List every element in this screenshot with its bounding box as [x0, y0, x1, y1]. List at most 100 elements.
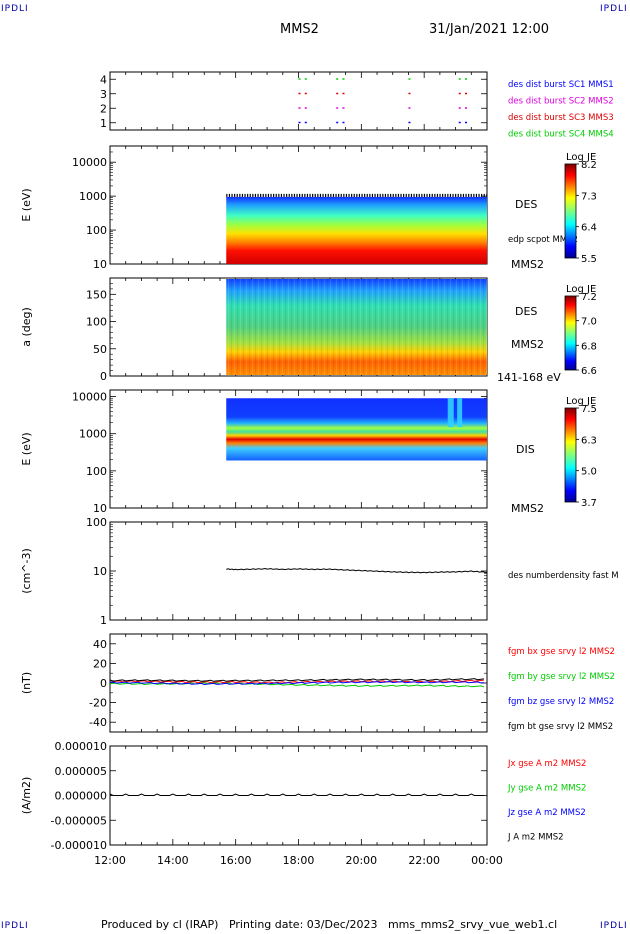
spectrogram-edge — [470, 193, 472, 197]
spectrogram-edge — [379, 193, 381, 197]
corner-label-top-left: IPDLI — [1, 4, 29, 14]
energy-band-label: 141-168 eV — [497, 371, 561, 384]
spectrogram-edge — [390, 193, 392, 197]
spectrogram-edge — [481, 193, 483, 197]
spectrogram-edge — [332, 193, 335, 197]
series-line-fgm — [109, 679, 484, 684]
legend-entry: des dist burst SC3 MMS3 — [508, 113, 614, 123]
spectrogram-edge — [392, 193, 394, 197]
burst-mark — [304, 92, 307, 95]
series-line-fgm — [109, 678, 484, 682]
y-tick-label: 0 — [100, 370, 107, 383]
y-tick-label: 1000 — [79, 428, 107, 441]
burst-mark — [298, 78, 301, 80]
burst-mark — [458, 107, 461, 109]
spectrogram-edge — [426, 193, 428, 197]
legend-entry: des dist burst SC4 MMS4 — [508, 130, 614, 140]
spectrogram-edge — [431, 193, 433, 197]
y-tick-label: 10000 — [72, 156, 107, 169]
burst-mark — [342, 78, 345, 80]
spectrogram-edge — [319, 193, 322, 197]
spectrogram-edge — [267, 193, 270, 197]
species-label: DIS — [516, 443, 535, 456]
corner-label-top-right: IPDLI — [600, 4, 628, 14]
spectrogram-edge — [483, 193, 485, 197]
legend-entry: fgm by gse srvy l2 MMS2 — [508, 672, 615, 682]
y-tick-label: -40 — [89, 716, 107, 729]
spectrogram-edge — [449, 193, 452, 197]
spectrogram-edge — [421, 193, 423, 197]
spectrogram-edge — [306, 193, 309, 197]
y-tick-label: 50 — [93, 343, 107, 356]
spacecraft-title: MMS2 — [280, 22, 319, 37]
burst-mark — [465, 107, 468, 109]
y-tick-label: 1 — [100, 117, 107, 130]
panel-burst: 4 32 1 des dist burst SC1 MMS1 des dist burs… — [100, 71, 614, 140]
spectrogram-feature — [457, 398, 463, 428]
spectrogram-edge — [338, 193, 340, 197]
spectrogram-edge — [418, 193, 420, 197]
spectrogram-edge — [351, 193, 353, 197]
spacecraft-label: MMS2 — [511, 502, 544, 515]
spectrogram-edge — [473, 193, 475, 197]
spectrogram-edge — [353, 193, 355, 197]
spectrogram-edge — [301, 193, 303, 197]
spectrogram — [226, 196, 487, 264]
colorbar-tick-label: 6.6 — [581, 366, 597, 377]
spectrogram-edge — [278, 193, 280, 197]
colorbar-tick-label: 8.2 — [581, 160, 597, 171]
panel-des_energy: 10000 1000 100 10 E (eV) DES edp scpot MMS2 MMS… — [20, 145, 597, 271]
spectrogram-edge — [457, 193, 459, 197]
panel-frame — [109, 71, 488, 131]
spectrogram-feature — [447, 398, 454, 428]
spectrogram-edge — [296, 193, 298, 197]
legend-entry: fgm bx gse srvy l2 MMS2 — [508, 647, 615, 657]
burst-mark — [298, 107, 301, 109]
y-tick-label: -0.000010 — [51, 839, 107, 852]
burst-mark — [298, 92, 301, 95]
spectrogram-edge — [312, 193, 314, 197]
burst-mark — [408, 107, 411, 109]
y-tick-label: 100 — [86, 224, 107, 237]
spacecraft-label: MMS2 — [511, 338, 544, 351]
spectrogram-edge — [364, 193, 366, 197]
overlay-label: edp scpot MMS2 — [508, 235, 578, 245]
spectrogram-edge — [444, 193, 446, 197]
spectrogram-edge — [327, 193, 329, 197]
burst-mark — [408, 121, 411, 124]
burst-mark — [458, 78, 461, 80]
spectrogram-edge — [384, 193, 387, 197]
y-tick-label: 1 — [100, 614, 107, 627]
burst-mark — [336, 78, 339, 80]
y-tick-label: 10 — [93, 258, 107, 271]
series-line-density — [226, 567, 488, 574]
series-line-fgm — [109, 682, 485, 688]
spectrogram-edge — [468, 193, 470, 197]
legend-entry: Jy gse A m2 MMS2 — [507, 784, 586, 794]
spectrogram-edge — [252, 193, 254, 197]
burst-mark — [336, 107, 339, 109]
legend-entry: fgm bz gse srvy l2 MMS2 — [508, 697, 614, 707]
spectrogram-edge — [239, 193, 241, 197]
series-line-current — [109, 793, 484, 796]
burst-mark — [342, 92, 345, 95]
spectrogram-edge — [345, 193, 348, 197]
spectrogram-edge — [405, 193, 407, 197]
colorbar-tick-label: 7.3 — [581, 191, 597, 202]
time-tick-label: 18:00 — [283, 854, 315, 867]
spectrogram-edge — [452, 193, 454, 197]
y-axis-label: E (eV) — [20, 188, 33, 221]
time-tick-label: 20:00 — [345, 854, 377, 867]
spectrogram-edge — [442, 193, 444, 197]
colorbar — [564, 295, 577, 371]
spectrogram-edge — [226, 193, 228, 197]
colorbar-tick-label: 7.2 — [581, 292, 597, 303]
spectrogram-edge — [257, 193, 259, 197]
spectrogram-edge — [280, 193, 283, 197]
spectrogram-edge — [434, 193, 436, 197]
colorbar-tick-label: 6.4 — [581, 223, 597, 234]
spectrogram-edge — [410, 193, 413, 197]
spectrogram-edge — [262, 193, 264, 197]
spectrogram-edge — [244, 193, 246, 197]
